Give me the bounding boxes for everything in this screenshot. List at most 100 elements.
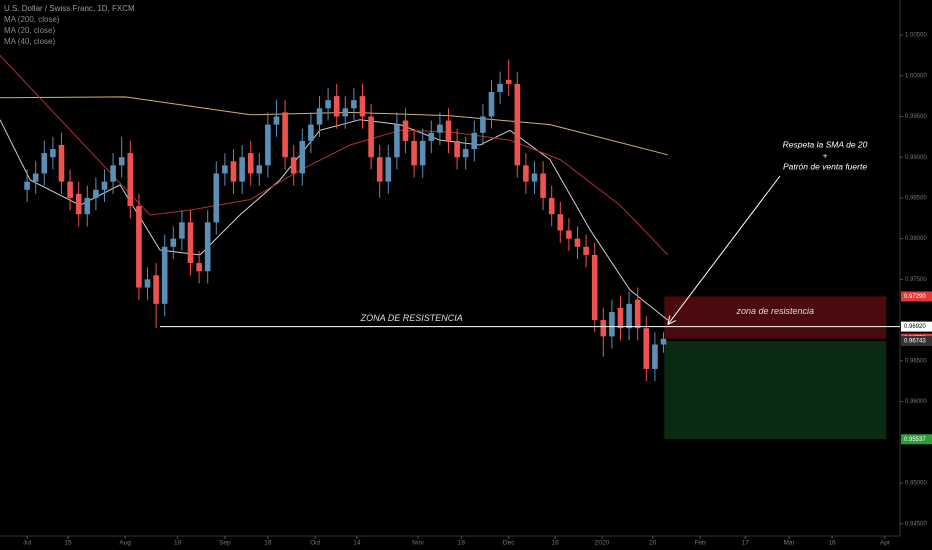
candle-body bbox=[351, 100, 357, 109]
x-tick-label: Apr bbox=[880, 540, 891, 547]
candle-body bbox=[58, 144, 65, 182]
candle-body bbox=[583, 246, 589, 255]
x-tick-label: 14 bbox=[353, 540, 361, 547]
candle-body bbox=[591, 254, 598, 321]
candle-body bbox=[540, 173, 546, 198]
candle-body bbox=[402, 120, 409, 141]
candle-body bbox=[394, 124, 400, 158]
candle-body bbox=[282, 112, 288, 158]
candle-body bbox=[557, 214, 564, 231]
candle-body bbox=[643, 328, 650, 369]
y-tick-label: 0.96000 bbox=[905, 399, 927, 405]
y-tick-label: 0.99500 bbox=[905, 114, 927, 120]
candle-body bbox=[239, 157, 245, 182]
x-tick-label: 15 bbox=[64, 540, 72, 547]
annotation-text: + bbox=[823, 150, 828, 160]
y-tick-label: 1.00500 bbox=[905, 33, 927, 39]
candle-body bbox=[531, 173, 538, 182]
moving-average bbox=[0, 55, 669, 256]
y-tick-label: 0.97500 bbox=[905, 277, 927, 283]
candle-body bbox=[437, 124, 443, 133]
candle-body bbox=[428, 132, 435, 141]
candle-body bbox=[617, 307, 624, 329]
arrow-head bbox=[667, 315, 677, 326]
candle-body bbox=[265, 124, 271, 166]
candle-body bbox=[419, 140, 426, 166]
candle-body bbox=[273, 116, 280, 125]
x-tick-label: 20 bbox=[649, 540, 657, 547]
x-tick-label: 2020 bbox=[595, 540, 610, 547]
x-tick-label: Oct bbox=[310, 540, 320, 547]
price-label: 0.97290 bbox=[904, 294, 926, 300]
candle-body bbox=[505, 79, 512, 84]
price-label-box bbox=[901, 321, 932, 332]
price-label-box bbox=[901, 291, 932, 302]
candle-body bbox=[187, 222, 194, 264]
candle-body bbox=[247, 153, 254, 174]
candle-body bbox=[179, 222, 185, 239]
y-tick-label: 0.99000 bbox=[905, 155, 927, 161]
candle-body bbox=[566, 230, 572, 239]
candle-body bbox=[299, 140, 306, 174]
price-label: 0.96743 bbox=[904, 339, 926, 345]
price-label: 0.96920 bbox=[904, 324, 926, 330]
candle-body bbox=[50, 149, 56, 158]
candle-body bbox=[626, 303, 632, 329]
candle-body bbox=[213, 173, 220, 223]
candle-body bbox=[118, 157, 125, 166]
moving-average bbox=[0, 96, 668, 156]
candle-body bbox=[153, 275, 159, 304]
candle-body bbox=[101, 181, 108, 190]
candle-body bbox=[67, 181, 73, 198]
legend-entry: MA (40, close) bbox=[4, 37, 55, 46]
zone bbox=[664, 296, 887, 339]
candle-body bbox=[290, 157, 297, 174]
y-tick-label: 0.94500 bbox=[905, 521, 927, 527]
candle-body bbox=[24, 181, 30, 190]
annotation-text: Patrón de venta fuerte bbox=[783, 161, 867, 171]
x-tick-label: Feb bbox=[694, 540, 706, 547]
price-label: 0.95537 bbox=[904, 437, 926, 443]
candle-body bbox=[41, 153, 48, 174]
x-tick-label: 19 bbox=[174, 540, 182, 547]
candle-body bbox=[196, 263, 202, 272]
legend-entry: MA (20, close) bbox=[4, 26, 55, 35]
resistance-text: ZONA DE RESISTENCIA bbox=[360, 313, 463, 323]
x-tick-label: 16 bbox=[828, 540, 836, 547]
legend-entry: MA (200, close) bbox=[4, 15, 60, 24]
candle-body bbox=[136, 206, 142, 288]
candle-body bbox=[480, 116, 486, 133]
candle-body bbox=[75, 193, 82, 215]
annotation-text: Respeta la SMA de 20 bbox=[783, 139, 868, 149]
candle-body bbox=[471, 132, 478, 150]
candle-body bbox=[127, 153, 134, 207]
candle-body bbox=[514, 83, 521, 166]
candle-body bbox=[359, 96, 366, 117]
x-tick-label: 17 bbox=[742, 540, 750, 547]
candle-body bbox=[497, 83, 503, 93]
candle-body bbox=[93, 189, 99, 198]
y-tick-label: 1.00000 bbox=[905, 73, 927, 79]
candle-body bbox=[325, 100, 331, 109]
x-tick-label: Sep bbox=[219, 540, 231, 547]
candle-body bbox=[376, 157, 383, 182]
candle-body bbox=[84, 197, 91, 215]
price-label-box bbox=[901, 434, 932, 445]
zone-label: zona de resistencia bbox=[736, 306, 815, 316]
x-tick-label: Nov bbox=[412, 540, 424, 547]
x-tick-label: 16 bbox=[552, 540, 560, 547]
candle-body bbox=[368, 116, 374, 158]
candle-body bbox=[342, 108, 349, 117]
x-tick-label: Jul bbox=[23, 540, 32, 547]
y-tick-label: 0.98000 bbox=[905, 236, 927, 242]
candle-body bbox=[32, 173, 39, 182]
candle-body bbox=[548, 197, 555, 215]
candle-body bbox=[385, 157, 392, 182]
candle-body bbox=[523, 165, 529, 182]
candle-body bbox=[634, 299, 641, 329]
chart-title: U.S. Dollar / Swiss Franc, 1D, FXCM bbox=[4, 4, 135, 13]
x-tick-label: Mar bbox=[783, 540, 795, 547]
